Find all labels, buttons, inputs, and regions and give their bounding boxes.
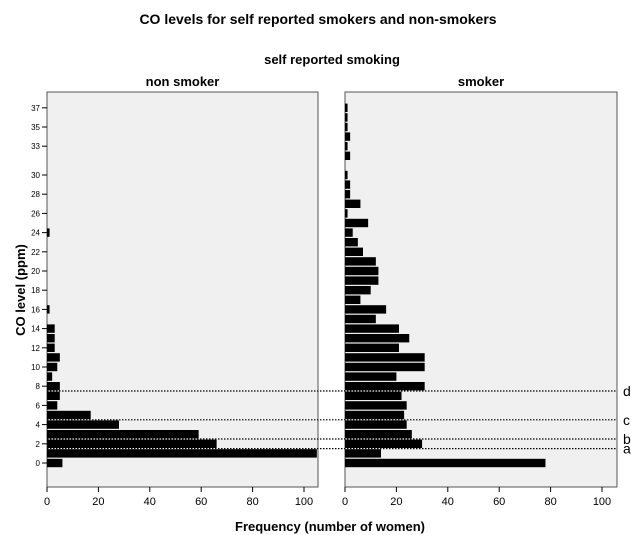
y-tick-label: 28 (31, 190, 40, 199)
x-tick-label: 0 (44, 496, 50, 508)
y-tick-label: 12 (31, 344, 40, 353)
bar-smoker-3 (345, 430, 412, 439)
x-tick-label: 0 (342, 496, 348, 508)
panel-title: non smoker (146, 74, 220, 89)
y-tick-label: 4 (36, 421, 41, 430)
x-axis-label: Frequency (number of women) (235, 519, 425, 534)
bar-non-smoker-3 (47, 430, 199, 439)
bar-smoker-22 (345, 247, 363, 256)
bar-smoker-11 (345, 353, 425, 362)
bar-non-smoker-5 (47, 410, 91, 420)
y-tick-label: 35 (31, 123, 40, 132)
bar-non-smoker-16 (47, 305, 50, 314)
bar-smoker-9 (345, 372, 397, 381)
bar-smoker-14 (345, 324, 399, 333)
y-tick-label: 8 (36, 382, 41, 391)
reference-line-label: a (623, 441, 631, 457)
y-tick-label: 14 (31, 325, 40, 334)
y-tick-label: 20 (31, 267, 40, 276)
y-tick-label: 26 (31, 209, 40, 218)
bar-smoker-16 (345, 305, 387, 314)
bar-smoker-5 (345, 410, 405, 420)
bar-smoker-1 (345, 449, 381, 458)
bar-smoker-29 (345, 180, 351, 189)
bar-smoker-27 (345, 199, 361, 208)
bar-smoker-8 (345, 382, 425, 391)
bar-smoker-28 (345, 190, 351, 199)
reference-line-label: b (623, 431, 631, 447)
y-tick-label: 24 (31, 229, 40, 238)
y-tick-label: 18 (31, 286, 40, 295)
bar-non-smoker-13 (47, 334, 55, 343)
bar-smoker-17 (345, 295, 361, 304)
bar-smoker-24 (345, 228, 353, 237)
bar-non-smoker-9 (47, 372, 53, 381)
y-tick-label: 6 (36, 401, 41, 410)
bar-non-smoker-4 (47, 420, 119, 429)
x-tick-label: 40 (442, 496, 454, 508)
bar-non-smoker-11 (47, 353, 60, 362)
reference-line-label: c (623, 412, 630, 428)
bar-smoker-21 (345, 257, 376, 266)
bar-smoker-26 (345, 209, 348, 218)
bar-non-smoker-6 (47, 401, 58, 410)
x-tick-label: 80 (246, 496, 258, 508)
x-tick-label: 80 (544, 496, 556, 508)
bar-smoker-20 (345, 266, 379, 276)
bar-smoker-36 (345, 113, 348, 122)
bar-smoker-30 (345, 170, 348, 180)
bar-smoker-25 (345, 218, 369, 228)
bar-non-smoker-14 (47, 324, 55, 333)
reference-line-label: d (623, 383, 631, 399)
x-tick-label: 20 (92, 496, 104, 508)
bar-smoker-23 (345, 238, 358, 247)
chart-title: CO levels for self reported smokers and … (139, 11, 496, 27)
bar-non-smoker-12 (47, 343, 55, 352)
y-tick-label: 0 (36, 459, 41, 468)
bar-non-smoker-1 (47, 449, 317, 458)
x-tick-label: 100 (593, 496, 611, 508)
y-tick-label: 10 (31, 363, 40, 372)
y-tick-label: 30 (31, 171, 40, 180)
bar-smoker-18 (345, 286, 371, 295)
bar-smoker-10 (345, 362, 425, 372)
bar-smoker-7 (345, 391, 402, 400)
x-tick-label: 40 (144, 496, 156, 508)
y-tick-label: 22 (31, 248, 40, 257)
bar-smoker-35 (345, 122, 348, 132)
bar-smoker-6 (345, 401, 407, 410)
bar-smoker-19 (345, 276, 379, 285)
bar-smoker-37 (345, 103, 348, 112)
bar-smoker-33 (345, 142, 348, 151)
bar-smoker-2 (345, 439, 423, 448)
bar-smoker-12 (345, 343, 399, 352)
y-tick-label: 16 (31, 305, 40, 314)
bar-non-smoker-8 (47, 382, 60, 391)
panel-title: smoker (458, 74, 504, 89)
bar-smoker-4 (345, 420, 407, 429)
bar-non-smoker-0 (47, 458, 63, 468)
bar-non-smoker-10 (47, 362, 58, 372)
bar-smoker-13 (345, 334, 410, 343)
bar-smoker-34 (345, 132, 351, 141)
facet-title: self reported smoking (264, 52, 400, 67)
bar-smoker-15 (345, 314, 376, 324)
bar-non-smoker-24 (47, 228, 50, 237)
y-tick-label: 2 (36, 440, 41, 449)
bar-smoker-32 (345, 151, 351, 160)
bar-non-smoker-7 (47, 391, 60, 400)
x-tick-label: 60 (493, 496, 505, 508)
bar-non-smoker-2 (47, 439, 217, 448)
y-tick-label: 33 (31, 142, 40, 151)
y-tick-label: 37 (31, 104, 40, 113)
bar-smoker-0 (345, 458, 546, 468)
y-axis-label: CO level (ppm) (13, 244, 28, 336)
x-tick-label: 100 (295, 496, 313, 508)
x-tick-label: 20 (390, 496, 402, 508)
x-tick-label: 60 (195, 496, 207, 508)
